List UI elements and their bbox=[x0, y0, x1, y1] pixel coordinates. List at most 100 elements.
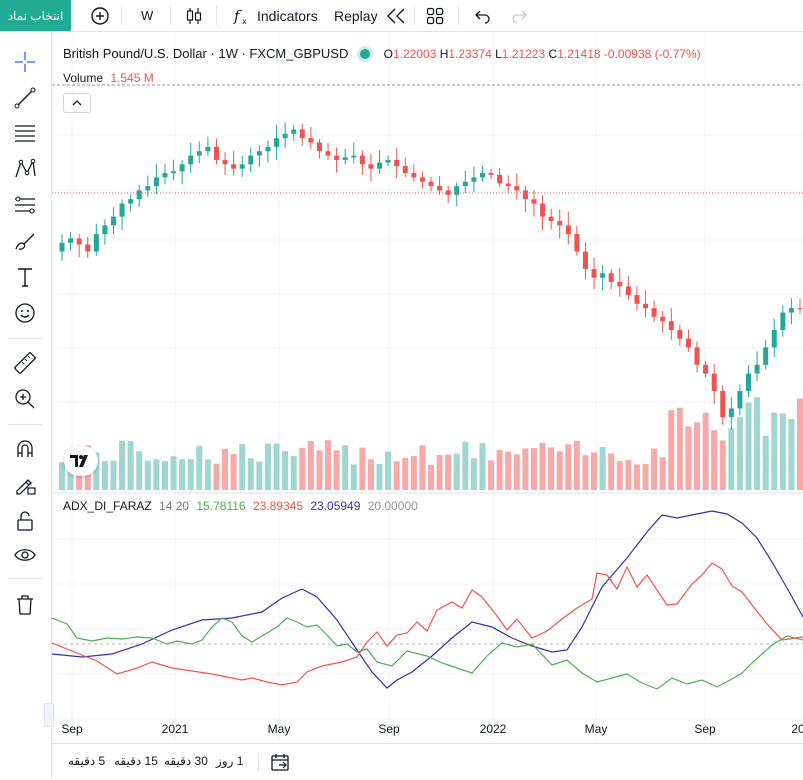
volume-bar bbox=[376, 464, 383, 490]
brush-icon bbox=[15, 233, 35, 250]
volume-bar bbox=[479, 442, 486, 490]
volume-bar bbox=[771, 412, 778, 490]
pattern-icon bbox=[15, 158, 36, 178]
candle-body bbox=[746, 373, 752, 391]
volume-bar bbox=[367, 459, 374, 490]
time-axis[interactable]: Sep 2021 May Sep 2022 May Sep 20 bbox=[52, 716, 803, 742]
volume-bar bbox=[170, 456, 177, 490]
undo-button[interactable] bbox=[474, 0, 492, 31]
candle-body bbox=[59, 242, 65, 252]
candle-body bbox=[205, 146, 211, 152]
volume-bar bbox=[307, 441, 314, 490]
pattern-tool[interactable] bbox=[12, 156, 38, 182]
candle-body bbox=[402, 166, 408, 174]
candle-body bbox=[497, 174, 503, 184]
candle-body bbox=[728, 408, 734, 418]
candle-body bbox=[471, 177, 477, 182]
trend-line-tool[interactable] bbox=[12, 85, 38, 111]
chart-type-button[interactable] bbox=[185, 0, 203, 31]
candle-body bbox=[591, 268, 597, 278]
volume-bar bbox=[239, 444, 246, 490]
magnet-tool[interactable] bbox=[12, 436, 38, 462]
grid-icon bbox=[426, 7, 444, 24]
prediction-tool[interactable] bbox=[12, 192, 38, 218]
candle-body bbox=[239, 164, 245, 169]
candle-body bbox=[582, 251, 588, 269]
plus-circle-icon bbox=[91, 6, 109, 25]
lock-tool[interactable] bbox=[12, 508, 38, 534]
volume-bar bbox=[187, 459, 194, 490]
volume-bar bbox=[136, 451, 143, 490]
interval-button[interactable]: W bbox=[141, 8, 154, 23]
text-tool[interactable] bbox=[12, 264, 38, 290]
candle-body bbox=[68, 238, 74, 243]
timeframe-30m-button[interactable]: 30 دقیقه bbox=[164, 754, 208, 768]
candle-body bbox=[153, 177, 159, 187]
candle-body bbox=[119, 203, 125, 217]
candle-body bbox=[651, 308, 657, 317]
candle-body bbox=[685, 338, 691, 348]
di-minus-line bbox=[52, 562, 803, 686]
symbol-title[interactable]: British Pound/U.S. Dollar · 1W · FXCM_GB… bbox=[63, 46, 349, 61]
layout-button[interactable] bbox=[426, 0, 444, 31]
compare-button[interactable] bbox=[90, 0, 110, 31]
toolbar-collapse-handle[interactable] bbox=[44, 703, 54, 727]
timeframe-15m-button[interactable]: 15 دقیقه bbox=[114, 754, 158, 768]
candle-body bbox=[325, 151, 331, 156]
volume-bar bbox=[316, 450, 323, 490]
draw-mode-tool[interactable] bbox=[12, 472, 38, 498]
volume-bar bbox=[702, 412, 709, 490]
candle-body bbox=[608, 273, 614, 282]
timeframe-1d-button[interactable]: 1 روز bbox=[216, 754, 244, 768]
candle-body bbox=[188, 155, 194, 165]
undo-icon bbox=[475, 10, 490, 24]
candle-body bbox=[385, 159, 391, 163]
candle-body bbox=[488, 173, 494, 175]
calendar-icon bbox=[271, 754, 289, 771]
goto-date-button[interactable] bbox=[270, 752, 290, 777]
fib-tool[interactable] bbox=[12, 120, 38, 146]
price-chart[interactable] bbox=[52, 32, 803, 742]
brush-tool[interactable] bbox=[12, 228, 38, 254]
volume-bar bbox=[788, 419, 795, 490]
candle-body bbox=[454, 186, 460, 195]
volume-bar bbox=[273, 443, 280, 490]
text-icon bbox=[18, 268, 32, 287]
svg-text:x: x bbox=[242, 17, 247, 26]
tradingview-logo[interactable] bbox=[64, 446, 98, 476]
volume-bar bbox=[101, 461, 108, 490]
time-label: Sep bbox=[378, 722, 400, 736]
zoom-tool[interactable] bbox=[12, 386, 38, 412]
volume-bar bbox=[256, 461, 263, 490]
collapse-legend-button[interactable] bbox=[63, 93, 91, 113]
market-status-dot bbox=[359, 49, 370, 59]
volume-bar bbox=[736, 417, 743, 490]
timeframe-5m-button[interactable]: 5 دقیقه bbox=[68, 754, 106, 768]
candle-body bbox=[231, 164, 237, 169]
time-label: 2022 bbox=[479, 722, 507, 736]
candle-body bbox=[377, 162, 383, 169]
emoji-tool[interactable] bbox=[12, 300, 38, 326]
volume-legend: Volume 1.545 M bbox=[63, 71, 154, 85]
candle-body bbox=[771, 329, 777, 348]
remove-tool[interactable] bbox=[12, 592, 38, 618]
lock-icon bbox=[17, 511, 33, 531]
symbol-search-button[interactable]: انتخاب نماد bbox=[0, 0, 71, 31]
measure-tool[interactable] bbox=[12, 350, 38, 376]
candle-body bbox=[737, 390, 743, 409]
hide-tool[interactable] bbox=[12, 542, 38, 568]
candle-body bbox=[162, 173, 168, 178]
volume-bar bbox=[530, 448, 537, 490]
candle-body bbox=[479, 173, 485, 178]
crosshair-tool[interactable] bbox=[12, 49, 38, 75]
volume-bar bbox=[496, 449, 503, 490]
candle-body bbox=[694, 347, 700, 365]
redo-button[interactable] bbox=[510, 0, 528, 31]
volume-bar bbox=[633, 464, 640, 490]
replay-button[interactable]: Replay bbox=[334, 0, 408, 31]
volume-bar bbox=[59, 462, 65, 490]
volume-bar bbox=[290, 456, 297, 490]
candle-body bbox=[128, 199, 134, 204]
